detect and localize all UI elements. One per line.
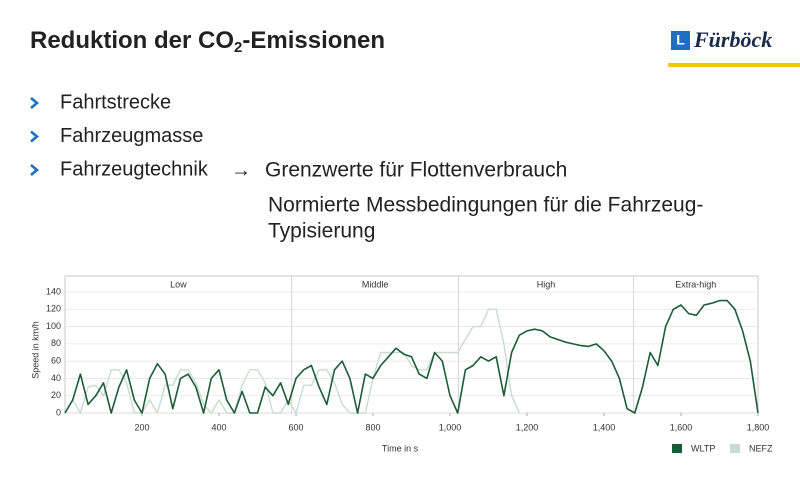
y-tick-label: 80 (51, 338, 61, 348)
y-tick-label: 100 (46, 321, 61, 331)
title-subscript: 2 (234, 39, 242, 56)
title-part: Reduktion der CO (30, 27, 234, 54)
bullet-text: Fahrtstrecke (60, 91, 171, 113)
logo-badge-letter: L (676, 32, 685, 48)
bullet-chevron (30, 164, 40, 176)
x-tick-label: 400 (211, 422, 226, 432)
series-line (64, 308, 520, 414)
x-tick-label: 600 (288, 422, 303, 432)
phase-label: Middle (362, 279, 389, 289)
x-tick-label: 200 (134, 422, 149, 432)
y-tick-label: 120 (46, 304, 61, 314)
sub-line: Typisierung (268, 220, 375, 243)
series-line (64, 299, 759, 414)
x-tick-label: 1,600 (670, 422, 693, 432)
y-tick-label: 140 (46, 286, 61, 296)
x-tick-label: 800 (365, 422, 380, 432)
bullet-text: Fahrzeugtechnik (60, 158, 209, 180)
legend-label: NEFZ (749, 443, 773, 453)
x-tick-label: 1,400 (593, 422, 616, 432)
y-axis-label: Speed in km/h (30, 321, 40, 379)
y-tick-label: 60 (51, 356, 61, 366)
bullet-text: Fahrzeugmasse (60, 125, 203, 147)
legend-swatch (672, 444, 682, 453)
y-tick-label: 0 (56, 407, 61, 417)
slide-title: Reduktion der CO2-Emissionen (30, 27, 385, 56)
legend-swatch (730, 444, 740, 453)
logo-underline (668, 63, 800, 67)
x-tick-label: 1,800 (747, 422, 770, 432)
x-tick-label: 1,000 (439, 422, 462, 432)
x-tick-label: 1,200 (516, 422, 539, 432)
logo-badge (671, 31, 690, 50)
legend-label: WLTP (691, 443, 715, 453)
title-part: -Emissionen (242, 27, 385, 54)
phase-label: Extra-high (675, 279, 716, 289)
y-tick-label: 20 (51, 390, 61, 400)
logo-name: Fürböck (693, 27, 772, 52)
y-tick-label: 40 (51, 373, 61, 383)
sub-line: Normierte Messbedingungen für die Fahrze… (268, 194, 703, 217)
bullet-list: Fahrtstrecke Fahrzeugmasse Fahrzeugtechnik (30, 91, 209, 180)
arrow: → (231, 159, 251, 181)
phase-label: High (537, 279, 556, 289)
bullet-chevron (30, 130, 40, 143)
bullet-chevron (30, 97, 40, 109)
x-axis-label: Time in s (382, 443, 419, 453)
phase-label: Low (170, 279, 187, 289)
sub-line: Grenzwerte für Flottenverbrauch (265, 159, 567, 182)
